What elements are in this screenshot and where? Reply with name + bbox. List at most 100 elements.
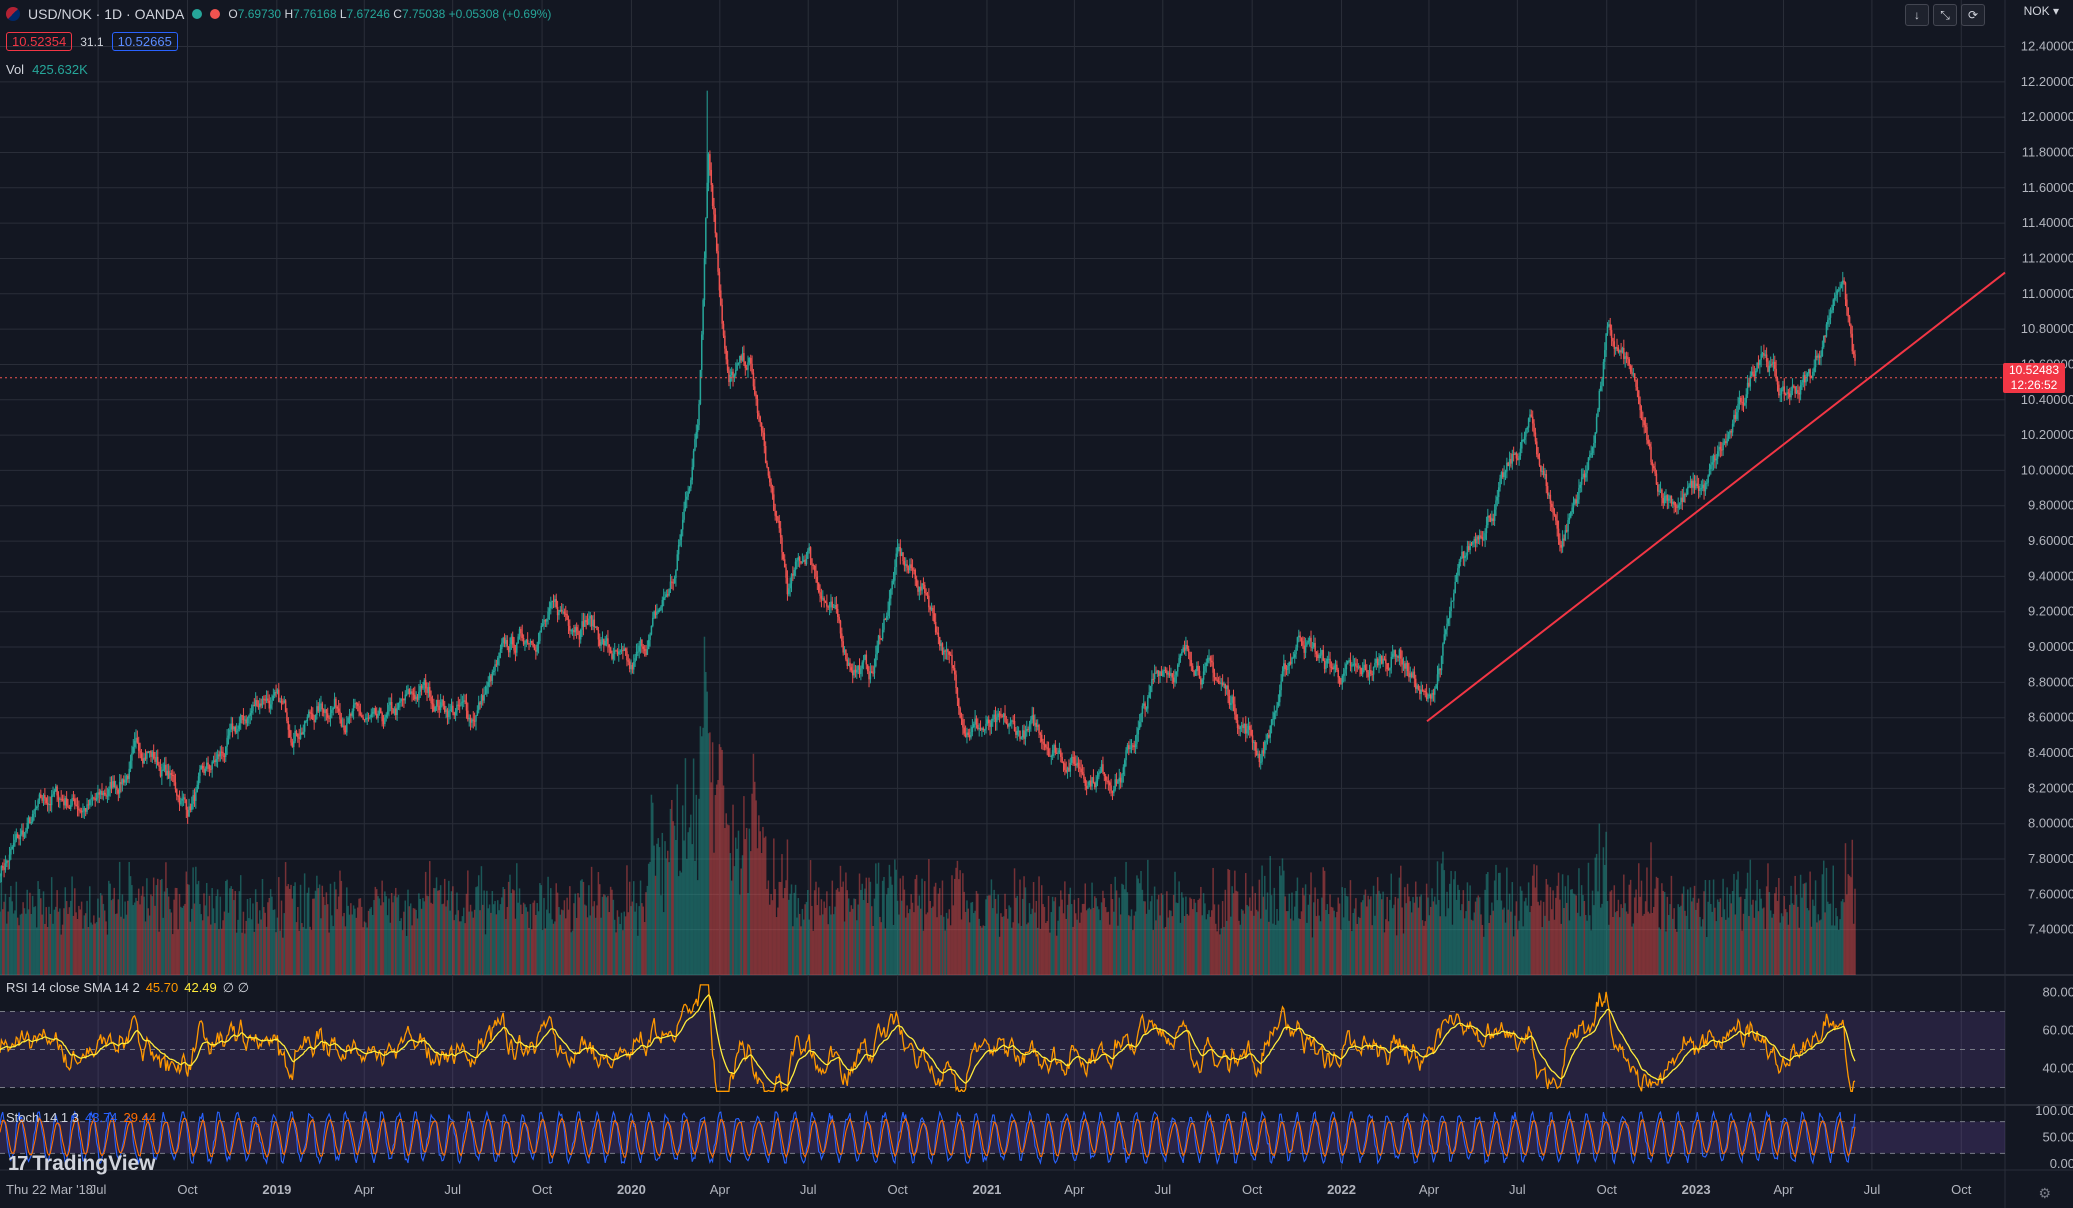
volume-bar xyxy=(951,875,953,975)
candle-body xyxy=(777,516,779,521)
volume-bar xyxy=(226,879,228,975)
candle-body xyxy=(1332,667,1334,670)
candle-body xyxy=(556,606,559,616)
candle-body xyxy=(147,751,149,753)
buy-price-button[interactable]: 10.52665 xyxy=(111,32,178,51)
volume-bar xyxy=(1129,916,1131,975)
volume-bar xyxy=(233,900,235,975)
candle-body xyxy=(805,558,808,565)
candle-body xyxy=(1474,539,1477,544)
candle-body xyxy=(1371,673,1373,675)
volume-bar xyxy=(1096,906,1099,975)
volume-bar xyxy=(328,932,330,975)
volume-bar xyxy=(1499,872,1501,975)
volume-bar xyxy=(61,924,64,975)
stoch-legend[interactable]: Stoch 14 1 3 43.74 29.44 xyxy=(6,1110,156,1125)
candle-body xyxy=(588,618,590,625)
volume-bar xyxy=(10,885,12,975)
candle-body xyxy=(245,719,247,724)
candle-body xyxy=(110,781,113,788)
volume-bar xyxy=(616,910,619,975)
volume-bar xyxy=(1074,913,1077,975)
candle-body xyxy=(1251,735,1254,743)
volume-bar xyxy=(656,843,658,975)
volume-bar xyxy=(1015,897,1017,975)
volume-bar xyxy=(1677,904,1679,975)
candle-body xyxy=(454,711,457,716)
volume-label[interactable]: Vol xyxy=(6,62,25,77)
volume-bar xyxy=(350,903,352,975)
candle-body xyxy=(856,669,858,673)
volume-bar xyxy=(1389,899,1391,975)
candle-body xyxy=(56,786,58,796)
candle-body xyxy=(1546,486,1549,496)
volume-bar xyxy=(1284,896,1286,975)
volume-bar xyxy=(1065,918,1067,975)
stoch-tick-label: 100.00 xyxy=(2035,1103,2073,1118)
candle-body xyxy=(78,808,80,811)
volume-bar xyxy=(320,918,322,975)
settings-icon[interactable]: ⚙ xyxy=(2038,1185,2051,1201)
candle-body xyxy=(446,709,449,718)
candle-body xyxy=(265,698,268,701)
candle-body xyxy=(223,755,226,757)
candle-body xyxy=(715,233,718,252)
volume-bar xyxy=(223,911,226,975)
volume-bar xyxy=(1485,874,1488,975)
candle-body xyxy=(238,723,241,729)
sell-price-button[interactable]: 10.52354 xyxy=(6,32,73,51)
candle-body xyxy=(450,705,453,710)
tradingview-logo[interactable]: 17 TradingView xyxy=(8,1152,156,1175)
candle-body xyxy=(959,708,961,718)
arrow-down-icon[interactable]: ↓ xyxy=(1905,4,1929,26)
candle-body xyxy=(1818,355,1821,358)
candle-body xyxy=(925,593,927,595)
volume-bar xyxy=(370,907,373,975)
volume-bar xyxy=(521,914,523,975)
symbol-title[interactable]: USD/NOK · 1D · OANDA xyxy=(28,6,185,22)
volume-bar xyxy=(1481,924,1484,975)
volume-bar xyxy=(448,880,450,975)
volume-bar xyxy=(366,927,368,975)
volume-bar xyxy=(1757,911,1760,975)
candle-body xyxy=(926,594,929,596)
volume-bar xyxy=(938,888,941,975)
volume-bar xyxy=(865,877,868,975)
candle-body xyxy=(1753,374,1756,377)
volume-bar xyxy=(1788,904,1791,975)
rsi-legend[interactable]: RSI 14 close SMA 14 2 45.70 42.49 ∅ ∅ xyxy=(6,980,249,996)
collapse-icon[interactable]: ⤡ xyxy=(1933,4,1957,26)
volume-bar xyxy=(41,914,43,975)
refresh-icon[interactable]: ⟳ xyxy=(1961,4,1985,26)
volume-bar xyxy=(377,896,379,975)
volume-bar xyxy=(1673,908,1675,975)
candle-body xyxy=(1005,721,1008,725)
candle-body xyxy=(464,700,466,702)
volume-bar xyxy=(1285,911,1288,975)
volume-bar xyxy=(171,934,174,975)
candle-body xyxy=(314,715,317,723)
volume-bar xyxy=(947,918,949,975)
candle-body xyxy=(57,795,60,800)
volume-bar xyxy=(945,912,948,975)
volume-bar xyxy=(1663,891,1666,975)
volume-bar xyxy=(609,886,612,975)
candle-body xyxy=(771,488,774,495)
candle-body xyxy=(1053,744,1055,751)
candle-body xyxy=(1144,703,1146,710)
candle-body xyxy=(195,792,197,801)
volume-bar xyxy=(181,907,183,975)
volume-bar xyxy=(1360,902,1363,975)
candle-body xyxy=(1068,767,1070,772)
x-tick-label: Oct xyxy=(1951,1182,1972,1197)
candle-body xyxy=(29,817,31,824)
candle-body xyxy=(121,779,124,785)
currency-selector[interactable]: NOK ▾ xyxy=(2023,4,2059,18)
candle-body xyxy=(985,723,987,730)
candle-body xyxy=(869,671,872,680)
volume-bar xyxy=(1691,901,1693,975)
candle-body xyxy=(1635,380,1637,387)
volume-bar xyxy=(797,898,800,975)
candle-body xyxy=(1088,780,1091,786)
